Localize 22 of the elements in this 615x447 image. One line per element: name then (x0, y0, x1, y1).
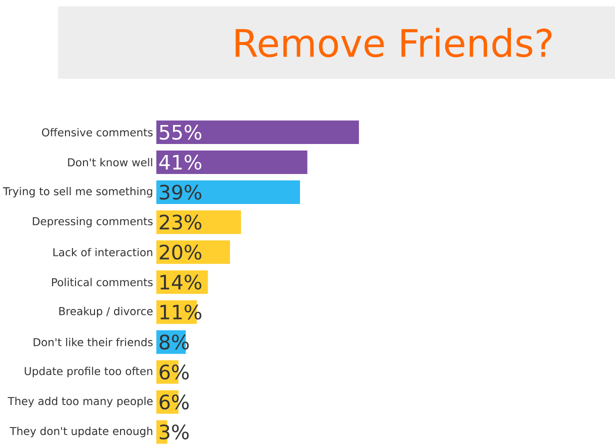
y-tick-label: They don't update enough (10, 426, 152, 438)
data-label: 39% (160, 184, 202, 200)
y-tick-label: Update profile too often (24, 366, 152, 378)
y-tick-label: Lack of interaction (53, 248, 152, 256)
data-label: 55% (160, 124, 202, 140)
chart-title: Remove Friends? (236, 28, 552, 58)
data-label: 23% (160, 214, 202, 230)
bar (156, 120, 359, 144)
y-tick-label: Political comments (52, 278, 153, 286)
y-tick-label: Trying to sell me something (2, 186, 152, 198)
y-tick-label: Don't like their friends (34, 338, 153, 346)
data-label: 41% (159, 154, 202, 170)
y-tick-label: They add too many people (8, 396, 153, 408)
bar (156, 180, 300, 204)
data-label: 14% (160, 274, 202, 290)
y-tick-label: Depressing comments (32, 216, 153, 228)
bar (156, 210, 242, 234)
y-tick-label: Breakup / divorce (59, 306, 153, 318)
y-tick-label: Don't know well (68, 158, 152, 166)
data-label: 20% (160, 244, 202, 260)
y-tick-label: Offensive comments (42, 128, 153, 136)
bar (156, 150, 308, 174)
